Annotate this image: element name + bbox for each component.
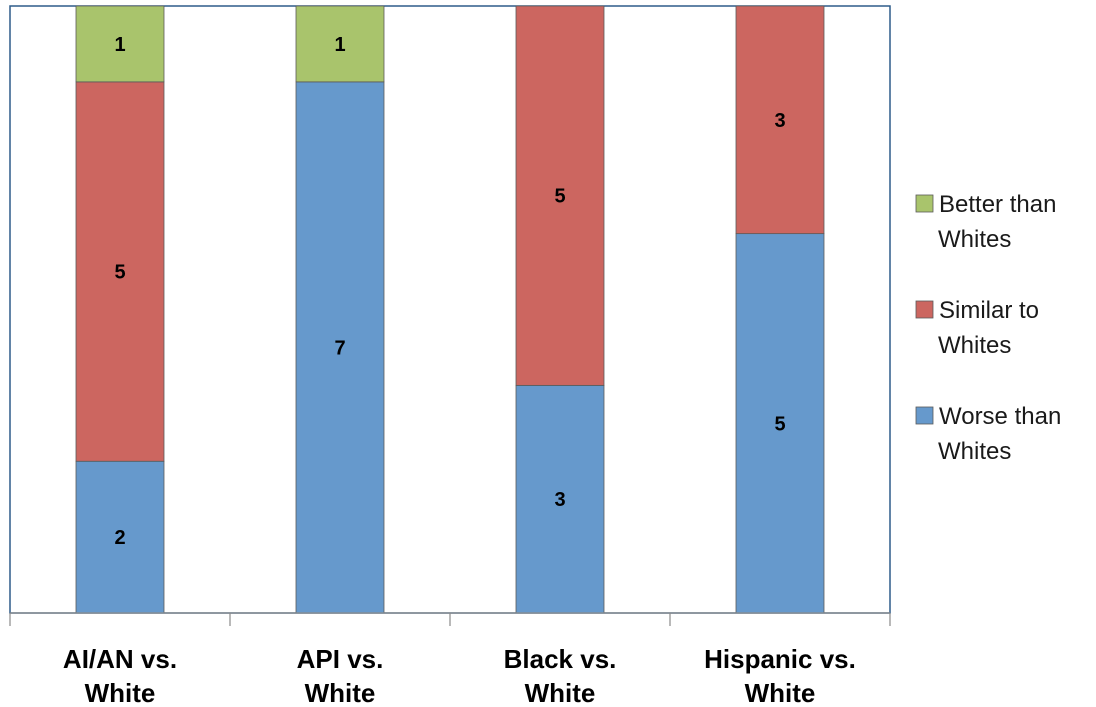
data-label-4-1: 5 (774, 413, 785, 435)
legend-label-3: Worse than Whites (938, 403, 1061, 465)
bar-segment-2-1 (295, 81, 385, 614)
legend-label-1: Better than Whites (938, 191, 1056, 253)
data-label-1-1: 2 (114, 527, 125, 549)
category-label-4: Hispanic vs. White (704, 644, 856, 707)
legend-swatch-3 (915, 406, 934, 425)
data-label-4-2: 3 (774, 110, 785, 132)
bar-segment-3-1 (515, 384, 605, 614)
data-label-3-2: 5 (554, 186, 565, 208)
data-label-3-1: 3 (554, 489, 565, 511)
legend-swatch-2 (915, 300, 934, 319)
legend: Better than Whites Similar to Whites Worse t… (915, 191, 1061, 465)
bar-segment-4-2 (735, 5, 825, 235)
category-labels: AI/AN vs. White API vs. White Black vs. White… (63, 644, 856, 707)
bar-segments (75, 5, 825, 614)
x-axis (9, 612, 891, 626)
bar-segment-2-3 (295, 5, 385, 83)
category-label-2: API vs. White (297, 644, 384, 707)
data-label-1-2: 5 (114, 262, 125, 284)
bar-segment-1-3 (75, 5, 165, 83)
data-label-1-3: 1 (114, 34, 125, 56)
bar-segment-1-1 (75, 460, 165, 614)
data-label-2-3: 1 (334, 34, 345, 56)
data-label-2-1: 7 (334, 337, 345, 359)
legend-swatch-1 (915, 194, 934, 213)
legend-label-2: Similar to Whites (938, 297, 1039, 359)
category-label-1: AI/AN vs. White (63, 644, 177, 707)
category-label-3: Black vs. White (504, 644, 617, 707)
bar-segment-3-2 (515, 5, 605, 386)
